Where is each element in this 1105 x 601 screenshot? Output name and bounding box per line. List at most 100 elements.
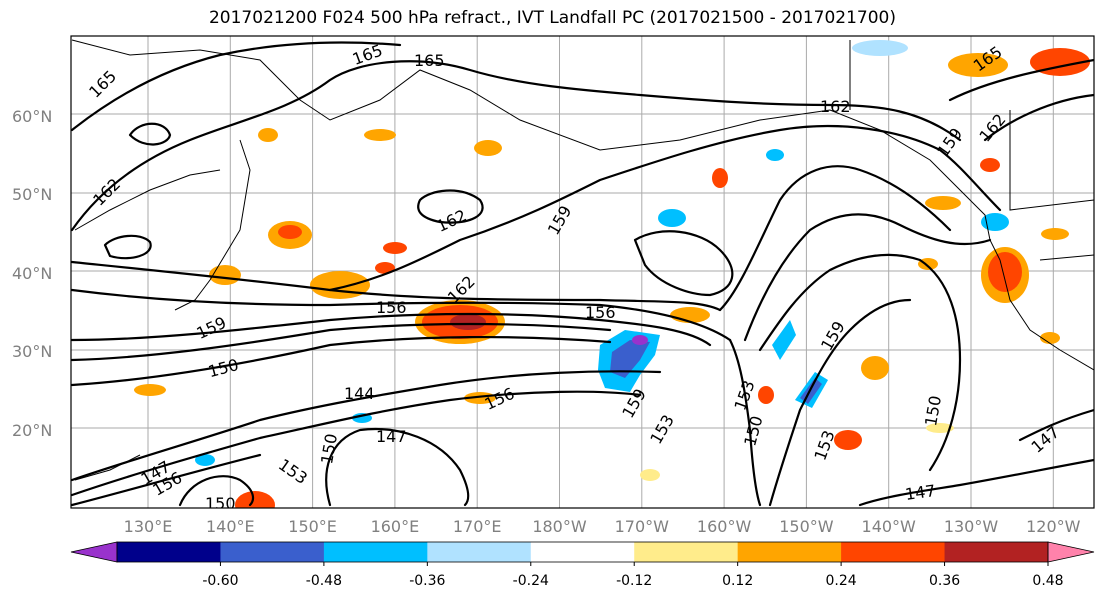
lon-label: 130°W: [944, 517, 999, 536]
contour-line: [417, 189, 484, 224]
shade-blob: [375, 262, 395, 274]
map-title: 2017021200 F024 500 hPa refract., IVT La…: [208, 8, 896, 28]
contour-label: 144: [344, 384, 375, 403]
contour-line: [1018, 408, 1094, 442]
shade-blob: [772, 320, 796, 360]
contour-label: 156: [585, 303, 616, 322]
colorbar-segment: [117, 542, 221, 562]
coastlines: [71, 39, 1094, 481]
colorbar-outline: [116, 541, 1049, 563]
lat-label: 30°N: [12, 342, 52, 361]
shade-blob: [926, 423, 954, 433]
contour-line: [328, 125, 1002, 292]
shade-blob: [450, 314, 486, 330]
lon-label: 160°W: [697, 517, 752, 536]
colorbar-segment: [841, 542, 946, 562]
contour-line: [325, 428, 470, 507]
lon-label: 150°W: [779, 517, 834, 536]
contour-line: [633, 230, 734, 297]
shade-blob: [632, 335, 648, 345]
contour-label: 147: [904, 481, 937, 504]
contour-labels: 165 165 165 165 162 162 162 162 162 159 …: [85, 41, 1063, 513]
colorbar-segment: [944, 542, 1049, 562]
lon-label: 180°W: [532, 517, 587, 536]
lon-label: 140°E: [206, 517, 255, 536]
colorbar-tick-label: -0.24: [513, 573, 549, 589]
shade-blob: [658, 209, 686, 227]
longitude-labels: 130°E 140°E 150°E 160°E 170°E 180°W 170°W 160°W…: [124, 517, 1081, 536]
shade-blob: [712, 168, 728, 188]
shade-blob: [195, 454, 215, 466]
colorbar-tick-label: -0.36: [409, 573, 445, 589]
contour-line: [71, 260, 722, 312]
colorbar-segment: [220, 542, 325, 562]
lon-label: 170°E: [453, 517, 502, 536]
lon-label: 130°E: [124, 517, 173, 536]
contour-line: [728, 338, 762, 507]
contour-label: 156: [376, 298, 407, 317]
shade-blob: [364, 129, 396, 141]
contour-line: [71, 370, 662, 482]
shade-blob: [670, 307, 710, 323]
map-area: [71, 36, 1094, 508]
contour-line: [128, 122, 172, 146]
contour-label: 150: [205, 494, 236, 513]
shade-blob: [1040, 332, 1060, 344]
contour-line: [743, 213, 992, 342]
contour-line: [71, 322, 612, 362]
shade-blob: [861, 356, 889, 380]
colorbar-tick-label: 0.12: [722, 573, 753, 589]
shade-blob: [134, 384, 166, 396]
shade-blob: [925, 196, 961, 210]
lat-label: 50°N: [12, 185, 52, 204]
colorbar-segment: [737, 542, 842, 562]
contour-line: [768, 298, 912, 507]
colorbar-segment: [530, 542, 635, 562]
contour-line: [983, 93, 1094, 142]
shade-blob: [981, 213, 1009, 231]
shade-blob: [258, 128, 278, 142]
lon-label: 170°W: [615, 517, 670, 536]
lat-label: 40°N: [12, 264, 52, 283]
shading-layer: [134, 40, 1090, 508]
contour-line: [71, 288, 732, 342]
colorbar-segment: [70, 541, 118, 563]
shade-blob: [980, 158, 1000, 172]
contours-layer: [71, 41, 1094, 507]
colorbar-segment: [427, 542, 532, 562]
contour-label: 165: [414, 51, 445, 70]
contour-line: [103, 234, 152, 260]
shade-blob: [988, 252, 1022, 292]
shade-blob: [766, 149, 784, 161]
contour-label: 147: [376, 427, 407, 446]
lon-label: 120°W: [1026, 517, 1081, 536]
colorbar-tick-label: -0.12: [616, 573, 652, 589]
colorbar: -0.60 -0.48 -0.36 -0.24 -0.12 0.12 0.24 0.36 0.4…: [70, 541, 1095, 589]
contour-line: [71, 453, 262, 507]
contour-label: 162: [820, 97, 851, 116]
shade-blob: [610, 340, 650, 378]
contour-line: [71, 390, 642, 497]
colorbar-tick-label: -0.48: [306, 573, 342, 589]
contour-line: [178, 475, 255, 507]
map-frame: [70, 35, 1095, 509]
shade-blob: [474, 140, 502, 156]
contour-line: [718, 165, 952, 312]
colorbar-tick-label: 0.24: [826, 573, 857, 589]
shade-blob: [834, 430, 862, 450]
shade-blob: [758, 386, 774, 404]
colorbar-tick-label: 0.48: [1032, 573, 1063, 589]
contour-line: [948, 58, 1094, 102]
shade-blob: [310, 271, 370, 299]
contour-line: [71, 312, 712, 347]
shade-blob: [640, 469, 660, 481]
contour-line: [758, 253, 962, 472]
lat-label: 20°N: [12, 421, 52, 440]
lon-label: 140°W: [862, 517, 917, 536]
contour-line: [71, 60, 962, 232]
lon-label: 160°E: [371, 517, 420, 536]
shade-blob: [209, 265, 241, 285]
latitude-labels: 60°N 50°N 40°N 30°N 20°N: [12, 107, 52, 440]
colorbar-segment: [1047, 541, 1095, 563]
